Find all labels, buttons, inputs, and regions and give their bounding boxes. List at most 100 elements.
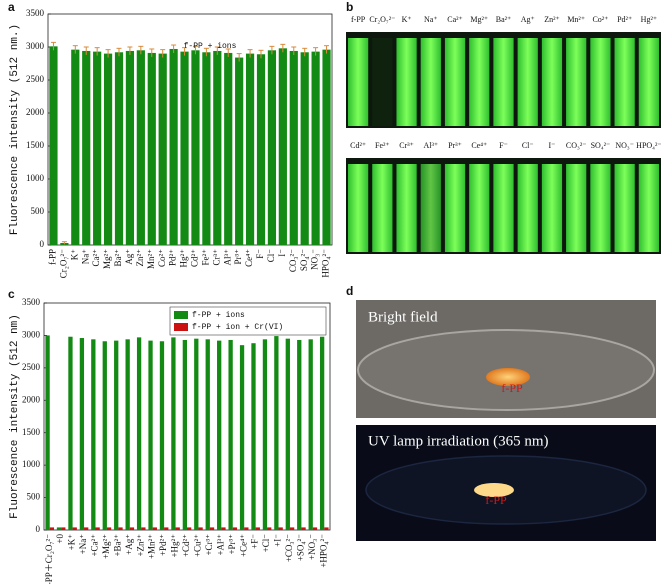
bar: [278, 527, 283, 530]
x-tick-label: +Cd²⁺: [181, 534, 191, 557]
y-tick-label: 2500: [26, 74, 45, 84]
vial: [493, 38, 514, 126]
x-tick-label: +Na⁺: [78, 534, 88, 555]
bar: [106, 527, 112, 530]
bar: [312, 527, 318, 530]
bar: [102, 341, 107, 530]
y-tick-label: 500: [27, 492, 41, 502]
x-tick-label: Cl⁻: [266, 249, 276, 263]
x-tick-label: +Ba²⁺: [112, 534, 122, 557]
bar: [301, 527, 306, 530]
bar: [84, 527, 89, 530]
bar: [267, 50, 277, 245]
x-tick-label: Cr₂O₇²⁻: [58, 249, 68, 278]
x-tick-label: Cd²⁺: [190, 249, 200, 267]
vial-label: Al³⁺: [423, 141, 438, 150]
x-tick-label: Ag⁺: [124, 249, 134, 265]
vial-label: Pd²⁺: [617, 15, 632, 24]
vial-label: F⁻: [499, 141, 508, 150]
bar: [182, 339, 187, 530]
x-tick-label: CO₃²⁻: [288, 249, 298, 272]
vial-label: Cr₂O₇²⁻: [369, 15, 395, 24]
bar: [311, 51, 320, 246]
bar: [278, 48, 287, 245]
bar: [251, 343, 256, 530]
sample-label: f-PP: [501, 381, 523, 395]
vial-label: Ca²⁺: [447, 15, 463, 24]
bar: [158, 53, 167, 245]
bar: [198, 527, 203, 530]
panel-label: d: [346, 284, 353, 298]
x-tick-label: +Ag⁺: [124, 534, 134, 555]
legend-label: f-PP + ions: [192, 311, 245, 320]
bar: [224, 52, 233, 245]
bar: [114, 340, 119, 530]
bar: [129, 527, 135, 530]
vial-label: Mg²⁺: [470, 15, 488, 24]
legend-box: [169, 306, 327, 336]
bar: [125, 50, 135, 246]
y-tick-label: 1500: [26, 140, 45, 150]
bar: [202, 52, 211, 245]
bar: [159, 341, 165, 530]
bar: [68, 336, 73, 530]
legend-swatch: [174, 311, 188, 319]
vial: [590, 164, 611, 252]
vial-label: I⁻: [549, 141, 556, 150]
bar: [194, 338, 199, 530]
bar: [300, 52, 309, 245]
x-tick-label: Ce⁴⁺: [244, 249, 254, 267]
x-tick-label: +Ce⁴⁺: [238, 534, 248, 557]
bar: [297, 339, 302, 530]
vial: [590, 38, 611, 126]
y-tick-label: 3500: [22, 297, 41, 307]
vial-label: Cr³⁺: [399, 141, 414, 150]
x-tick-label: Mg²⁺: [102, 249, 112, 269]
bar: [239, 345, 245, 530]
legend-label: f-PP + ions: [184, 42, 237, 51]
bar: [324, 527, 329, 530]
bar: [141, 527, 146, 530]
legend-swatch: [174, 323, 188, 331]
vial-label: NO₃⁻: [615, 141, 634, 150]
bar: [171, 337, 176, 530]
bar: [45, 335, 50, 530]
x-tick-label: Mn²⁺: [146, 249, 156, 269]
x-tick-label: F⁻: [255, 249, 265, 259]
vial-label: Pr³⁺: [448, 141, 462, 150]
x-tick-label: +Pr³⁺: [227, 534, 237, 555]
x-tick-label: f-PP＋Cr₂O₇²⁻: [44, 534, 54, 584]
bar: [289, 50, 298, 246]
bar: [217, 340, 222, 530]
x-tick-label: +Cr³⁺: [204, 534, 214, 556]
vial: [517, 38, 538, 126]
sample: [474, 483, 514, 497]
x-tick-label: HPO₄²⁻: [321, 249, 331, 278]
x-tick-label: Ba²⁺: [113, 249, 123, 267]
vial: [348, 38, 369, 126]
bar: [93, 51, 102, 246]
vial-label: Na⁺: [424, 15, 438, 24]
vial-label: Ag⁺: [521, 15, 535, 24]
y-tick-label: 1000: [22, 459, 41, 469]
y-tick-label: 500: [31, 206, 45, 216]
legend-label: f-PP + ion + Cr(VI): [192, 323, 283, 332]
y-tick-label: 3500: [26, 8, 45, 18]
x-tick-label: +Cu²⁺: [193, 534, 203, 557]
x-tick-label: NO₃⁻: [310, 249, 320, 270]
bar: [148, 340, 153, 530]
bar: [267, 527, 272, 530]
bar: [256, 54, 266, 246]
vial-label: Ce⁴⁺: [471, 141, 487, 150]
x-tick-label: +HPO₄²⁻: [318, 534, 328, 568]
bar: [244, 527, 249, 530]
bar: [175, 527, 180, 530]
vial-label: f-PP: [351, 15, 366, 24]
bar: [205, 339, 210, 530]
vial: [493, 164, 514, 252]
x-tick-label: f-PP: [48, 249, 58, 265]
y-tick-label: 2000: [26, 107, 45, 117]
vial: [541, 38, 563, 126]
bar: [49, 527, 55, 530]
